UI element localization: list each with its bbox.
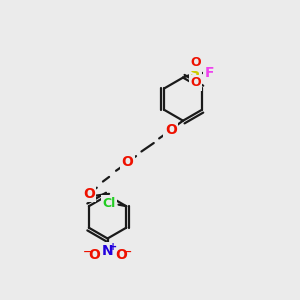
Text: O: O — [190, 76, 201, 89]
Text: O: O — [83, 187, 95, 201]
Text: +: + — [109, 242, 117, 252]
Text: Cl: Cl — [103, 196, 116, 210]
Text: F: F — [204, 66, 214, 80]
Text: S: S — [190, 66, 200, 80]
Text: O: O — [165, 123, 177, 137]
Text: O: O — [190, 56, 201, 69]
Text: O: O — [88, 248, 100, 262]
Text: −: − — [83, 247, 92, 256]
Text: N: N — [102, 244, 113, 258]
Text: O: O — [122, 155, 134, 169]
Text: −: − — [123, 247, 132, 256]
Text: O: O — [116, 248, 127, 262]
